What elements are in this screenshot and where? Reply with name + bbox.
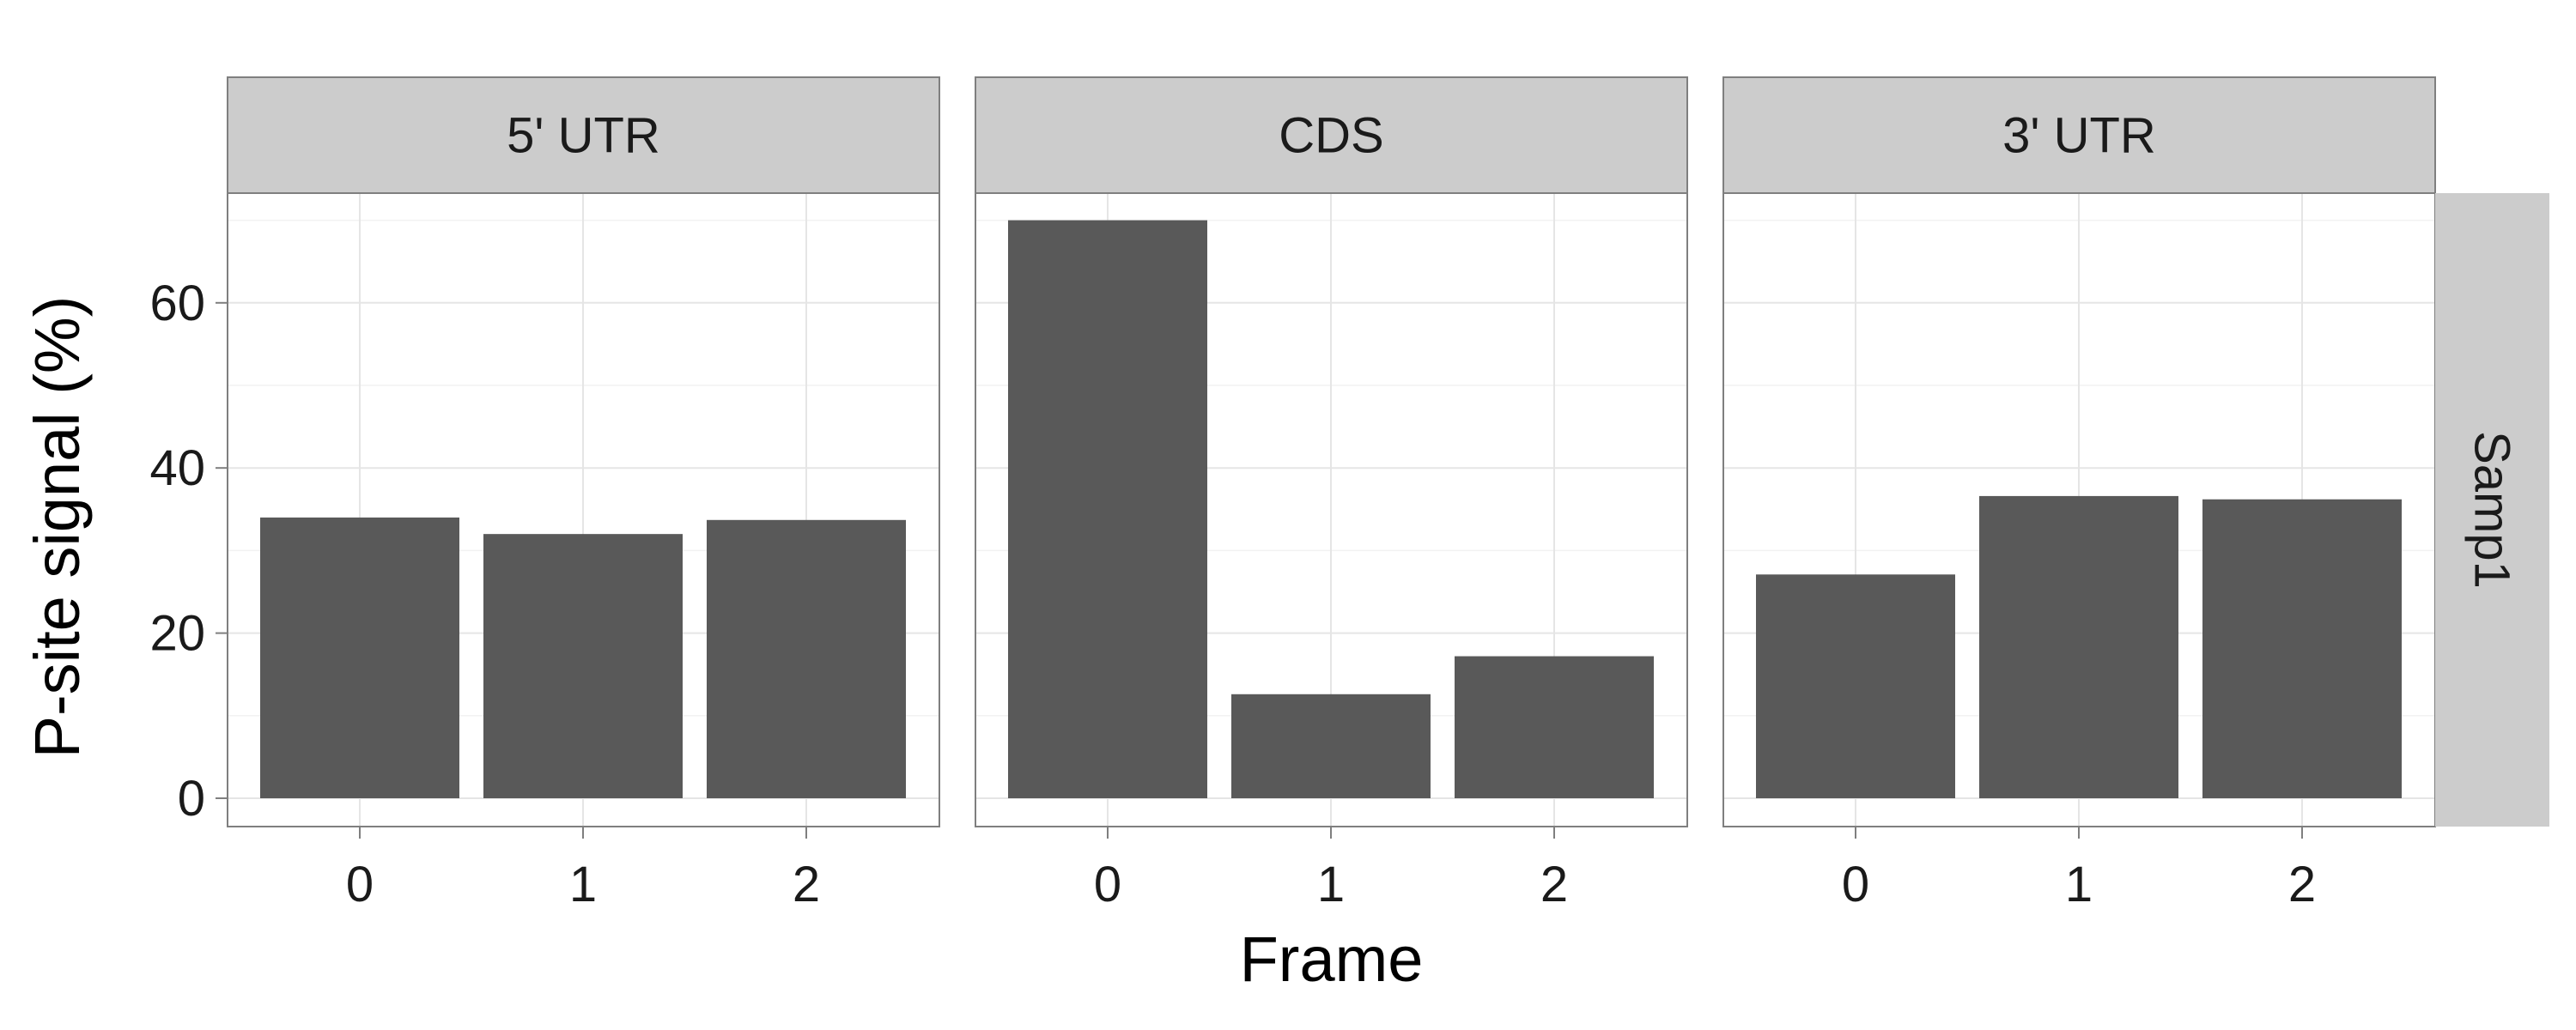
x-tick-label: 0 xyxy=(1842,857,1869,912)
bar xyxy=(1231,694,1431,798)
panel-strip-background xyxy=(1722,76,2436,194)
x-tick-label: 2 xyxy=(1540,857,1568,912)
bar xyxy=(483,534,683,798)
panel-strip-label: CDS xyxy=(1279,108,1383,164)
bar xyxy=(707,519,906,798)
x-tick-label: 2 xyxy=(793,857,820,912)
x-tick-label: 1 xyxy=(1317,857,1345,912)
panel: 5' UTR 0 1 2 xyxy=(227,76,940,912)
x-tick-label: 0 xyxy=(346,857,374,912)
x-tick-label: 0 xyxy=(1094,857,1121,912)
panel-strip-label: 3' UTR xyxy=(2002,108,2156,164)
y-tick-label: 60 xyxy=(149,276,205,331)
panel-strip-background xyxy=(227,76,940,194)
panel-strip-label: 5' UTR xyxy=(507,108,660,164)
y-tick-label: 20 xyxy=(149,606,205,662)
bar xyxy=(260,517,459,798)
x-tick-label: 2 xyxy=(2288,857,2316,912)
row-strip-background xyxy=(2435,193,2549,827)
bar xyxy=(1756,574,1955,798)
x-tick-label: 1 xyxy=(569,857,597,912)
x-axis-title: Frame xyxy=(1240,924,1424,995)
bar xyxy=(1008,220,1207,799)
y-tick-label: 40 xyxy=(149,440,205,496)
panel: CDS 0 1 2 xyxy=(975,76,1688,912)
row-strip: Samp1 xyxy=(2435,193,2549,827)
bar xyxy=(1455,656,1654,798)
y-tick-label: 0 xyxy=(178,771,205,827)
bar xyxy=(2202,499,2402,798)
panel: 3' UTR 0 1 2 xyxy=(1722,76,2436,912)
y-axis-title: P-site signal (%) xyxy=(21,296,93,759)
y-axis: 0 20 40 60 xyxy=(149,276,228,827)
bar xyxy=(1979,495,2178,798)
x-tick-label: 1 xyxy=(2065,857,2093,912)
panels-layer: 5' UTR 0 1 2 CDS 0 1 2 3' UTR 0 1 2 xyxy=(227,76,2436,912)
row-strip-label: Samp1 xyxy=(2464,431,2520,589)
panel-strip-background xyxy=(975,76,1688,194)
